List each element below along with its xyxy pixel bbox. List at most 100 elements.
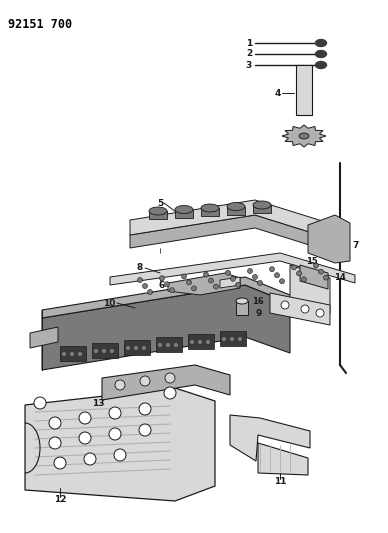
Circle shape: [139, 424, 151, 436]
Circle shape: [192, 286, 196, 291]
Bar: [124, 340, 150, 355]
Bar: [188, 334, 214, 349]
Polygon shape: [220, 277, 240, 288]
Circle shape: [137, 278, 142, 282]
Circle shape: [222, 336, 227, 342]
Circle shape: [69, 351, 74, 357]
Circle shape: [319, 269, 324, 274]
Circle shape: [324, 275, 329, 280]
Text: 4: 4: [275, 88, 281, 98]
Polygon shape: [258, 443, 308, 475]
Polygon shape: [102, 365, 230, 400]
Polygon shape: [282, 125, 326, 147]
Ellipse shape: [175, 206, 193, 214]
Ellipse shape: [315, 39, 326, 46]
Text: 92151 700: 92151 700: [8, 18, 72, 31]
Circle shape: [165, 373, 175, 383]
Bar: [149, 211, 167, 219]
Circle shape: [253, 274, 258, 279]
Circle shape: [236, 282, 241, 287]
Bar: [201, 208, 219, 216]
Polygon shape: [42, 285, 290, 370]
Circle shape: [94, 349, 99, 353]
Polygon shape: [168, 273, 240, 295]
Text: 15: 15: [306, 256, 318, 265]
Polygon shape: [30, 327, 58, 348]
Circle shape: [166, 343, 170, 348]
Ellipse shape: [236, 298, 248, 304]
Circle shape: [296, 271, 301, 276]
Circle shape: [109, 428, 121, 440]
Text: 11: 11: [274, 477, 286, 486]
Bar: [220, 331, 246, 346]
Bar: [236, 301, 248, 315]
Text: 14: 14: [334, 272, 346, 281]
Circle shape: [84, 453, 96, 465]
Circle shape: [165, 282, 170, 287]
Bar: [296, 65, 312, 115]
Circle shape: [139, 403, 151, 415]
Circle shape: [115, 380, 125, 390]
Circle shape: [54, 457, 66, 469]
Circle shape: [147, 289, 152, 295]
Circle shape: [314, 263, 319, 268]
Circle shape: [173, 343, 178, 348]
Circle shape: [230, 276, 236, 281]
Circle shape: [142, 345, 147, 351]
Circle shape: [49, 437, 61, 449]
Text: 16: 16: [252, 296, 264, 305]
Ellipse shape: [253, 201, 271, 209]
Circle shape: [274, 273, 279, 278]
Circle shape: [206, 340, 211, 344]
Circle shape: [164, 387, 176, 399]
Circle shape: [133, 345, 139, 351]
Text: 7: 7: [352, 240, 359, 249]
Circle shape: [62, 351, 66, 357]
Polygon shape: [42, 277, 290, 318]
Circle shape: [182, 274, 187, 279]
Circle shape: [78, 351, 83, 357]
Circle shape: [109, 407, 121, 419]
Circle shape: [158, 343, 163, 348]
Text: 10: 10: [102, 298, 115, 308]
Text: 6: 6: [159, 280, 165, 289]
Ellipse shape: [227, 203, 245, 211]
Circle shape: [301, 305, 309, 313]
Ellipse shape: [299, 133, 309, 139]
Ellipse shape: [315, 61, 326, 69]
Text: 5: 5: [157, 198, 163, 207]
Polygon shape: [130, 200, 335, 240]
Text: 13: 13: [92, 399, 105, 408]
Text: 1: 1: [246, 38, 252, 47]
Circle shape: [229, 336, 234, 342]
Circle shape: [197, 340, 203, 344]
Circle shape: [225, 270, 230, 276]
Circle shape: [140, 376, 150, 386]
Bar: [60, 346, 86, 361]
Bar: [227, 206, 245, 214]
Bar: [253, 205, 271, 213]
Circle shape: [316, 309, 324, 317]
Text: 2: 2: [246, 50, 252, 59]
Ellipse shape: [201, 204, 219, 212]
Circle shape: [279, 279, 284, 284]
Text: 12: 12: [54, 496, 66, 505]
Circle shape: [248, 269, 253, 273]
Bar: [175, 209, 193, 217]
Text: 8: 8: [137, 263, 143, 272]
Ellipse shape: [149, 207, 167, 215]
Circle shape: [142, 284, 147, 288]
Polygon shape: [300, 265, 328, 289]
Bar: [92, 343, 118, 358]
Circle shape: [187, 280, 192, 285]
Circle shape: [79, 412, 91, 424]
Polygon shape: [290, 265, 330, 314]
Circle shape: [49, 417, 61, 429]
Circle shape: [159, 276, 165, 281]
Circle shape: [109, 349, 114, 353]
Circle shape: [102, 349, 106, 353]
Circle shape: [237, 336, 242, 342]
Circle shape: [281, 301, 289, 309]
Polygon shape: [270, 293, 330, 325]
Circle shape: [79, 432, 91, 444]
